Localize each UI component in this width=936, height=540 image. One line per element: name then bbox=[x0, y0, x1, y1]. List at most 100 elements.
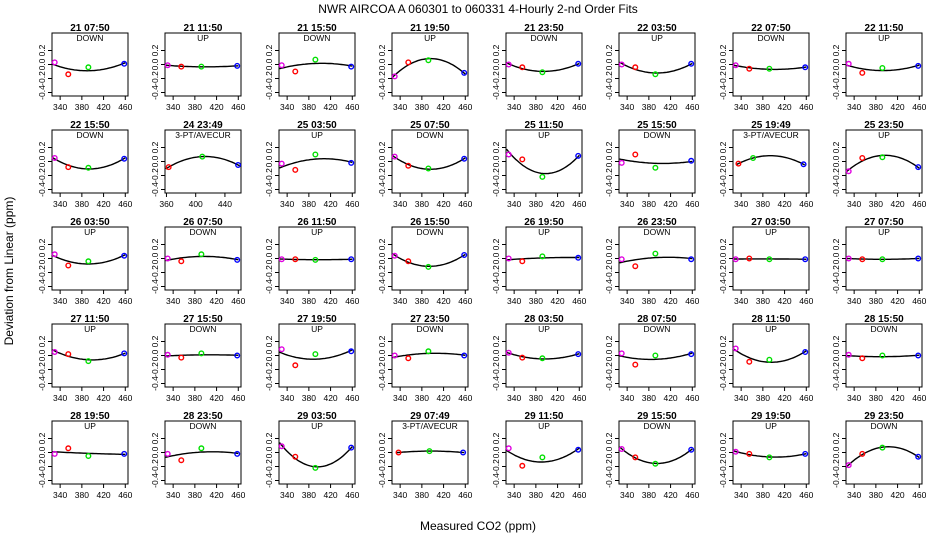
data-point bbox=[618, 61, 625, 68]
x-tick-label: 460 bbox=[912, 393, 926, 403]
x-tick-label: 460 bbox=[118, 102, 132, 112]
y-tick-label: -0.2 bbox=[37, 362, 47, 377]
panel: 29 07:493-PT/AVECUR 0.2 0.0-0.2-0.4 340 380 4… bbox=[377, 411, 473, 500]
y-tick-label: -0.4 bbox=[264, 376, 274, 391]
y-tick-label: 0.2 bbox=[264, 141, 274, 153]
data-point bbox=[425, 348, 432, 355]
data-point bbox=[278, 160, 285, 167]
data-point bbox=[766, 356, 773, 363]
data-point bbox=[278, 256, 285, 263]
y-tick-label: 0.0 bbox=[718, 252, 728, 264]
data-point bbox=[915, 255, 922, 262]
data-point bbox=[292, 68, 299, 75]
panel-time: 24 23:49 bbox=[183, 120, 223, 131]
data-point bbox=[85, 164, 92, 171]
y-tick-label: 0.2 bbox=[831, 335, 841, 347]
panel-time: 29 07:49 bbox=[410, 411, 450, 422]
data-point bbox=[178, 258, 185, 265]
panel-time: 25 15:50 bbox=[637, 120, 677, 131]
panel-time: 22 11:50 bbox=[865, 23, 904, 34]
data-point bbox=[618, 159, 625, 166]
x-tick-label: 340 bbox=[53, 199, 67, 209]
x-tick-label: 460 bbox=[345, 393, 359, 403]
x-tick-label: 380 bbox=[756, 490, 770, 500]
data-point bbox=[198, 251, 205, 258]
data-point bbox=[405, 258, 412, 265]
x-tick-label: 340 bbox=[166, 102, 180, 112]
panel-time: 25 03:50 bbox=[297, 120, 337, 131]
x-tick-label: 340 bbox=[393, 199, 407, 209]
fit-curve bbox=[733, 450, 807, 458]
y-tick-label: 0.0 bbox=[718, 155, 728, 167]
y-tick-label: -0.2 bbox=[491, 71, 501, 86]
fit-curve bbox=[619, 352, 693, 361]
x-tick-label: 420 bbox=[663, 296, 677, 306]
y-tick-label: 0.2 bbox=[150, 141, 160, 153]
y-tick-label: -0.4 bbox=[491, 473, 501, 488]
y-tick-label: 0.2 bbox=[831, 141, 841, 153]
x-tick-label: 340 bbox=[393, 102, 407, 112]
y-tick-label: -0.2 bbox=[718, 71, 728, 86]
y-tick-label: 0.0 bbox=[491, 155, 501, 167]
y-tick-label: 0.0 bbox=[150, 446, 160, 458]
data-point bbox=[746, 255, 753, 262]
panel-label: UP bbox=[424, 33, 436, 43]
x-tick-label: 340 bbox=[620, 393, 634, 403]
data-point bbox=[234, 450, 241, 457]
y-tick-label: -0.2 bbox=[150, 362, 160, 377]
x-tick-label: 340 bbox=[53, 393, 67, 403]
panel-time: 27 03:50 bbox=[751, 217, 791, 228]
x-tick-label: 340 bbox=[507, 102, 521, 112]
x-tick-label: 420 bbox=[436, 199, 450, 209]
y-tick-label: 0.0 bbox=[377, 349, 387, 361]
x-tick-label: 420 bbox=[436, 102, 450, 112]
panel-label: UP bbox=[84, 324, 96, 334]
y-tick-label: -0.2 bbox=[37, 459, 47, 474]
panel-label: DOWN bbox=[531, 33, 558, 43]
panel-label: 3-PT/AVECUR bbox=[402, 421, 458, 431]
x-tick-label: 460 bbox=[572, 296, 586, 306]
x-tick-label: 420 bbox=[777, 102, 791, 112]
data-point bbox=[178, 457, 185, 464]
data-point bbox=[164, 351, 171, 358]
x-tick-label: 460 bbox=[799, 102, 813, 112]
panel-label: DOWN bbox=[644, 324, 671, 334]
fit-curve bbox=[392, 57, 466, 78]
panel-label: DOWN bbox=[304, 33, 331, 43]
fit-curve bbox=[846, 257, 920, 260]
data-point bbox=[845, 462, 852, 469]
data-point bbox=[65, 164, 72, 171]
y-tick-label: -0.2 bbox=[604, 265, 614, 280]
data-point bbox=[688, 446, 695, 453]
data-point bbox=[539, 454, 546, 461]
y-tick-label: 0.2 bbox=[491, 238, 501, 250]
y-tick-label: -0.4 bbox=[150, 473, 160, 488]
panel-time: 25 19:49 bbox=[751, 120, 791, 131]
y-tick-label: 0.0 bbox=[37, 58, 47, 70]
x-tick-label: 420 bbox=[96, 102, 110, 112]
y-tick-label: 0.2 bbox=[604, 432, 614, 444]
y-tick-label: 0.0 bbox=[264, 446, 274, 458]
data-point bbox=[391, 252, 398, 259]
y-tick-label: 0.2 bbox=[377, 335, 387, 347]
data-point bbox=[652, 460, 659, 467]
y-tick-label: 0.2 bbox=[718, 432, 728, 444]
x-tick-label: 460 bbox=[572, 393, 586, 403]
x-tick-label: 420 bbox=[550, 199, 564, 209]
data-point bbox=[845, 255, 852, 262]
x-tick-label: 380 bbox=[75, 199, 89, 209]
y-tick-label: -0.4 bbox=[37, 473, 47, 488]
panel-label: UP bbox=[878, 130, 890, 140]
y-tick-label: -0.4 bbox=[604, 182, 614, 197]
